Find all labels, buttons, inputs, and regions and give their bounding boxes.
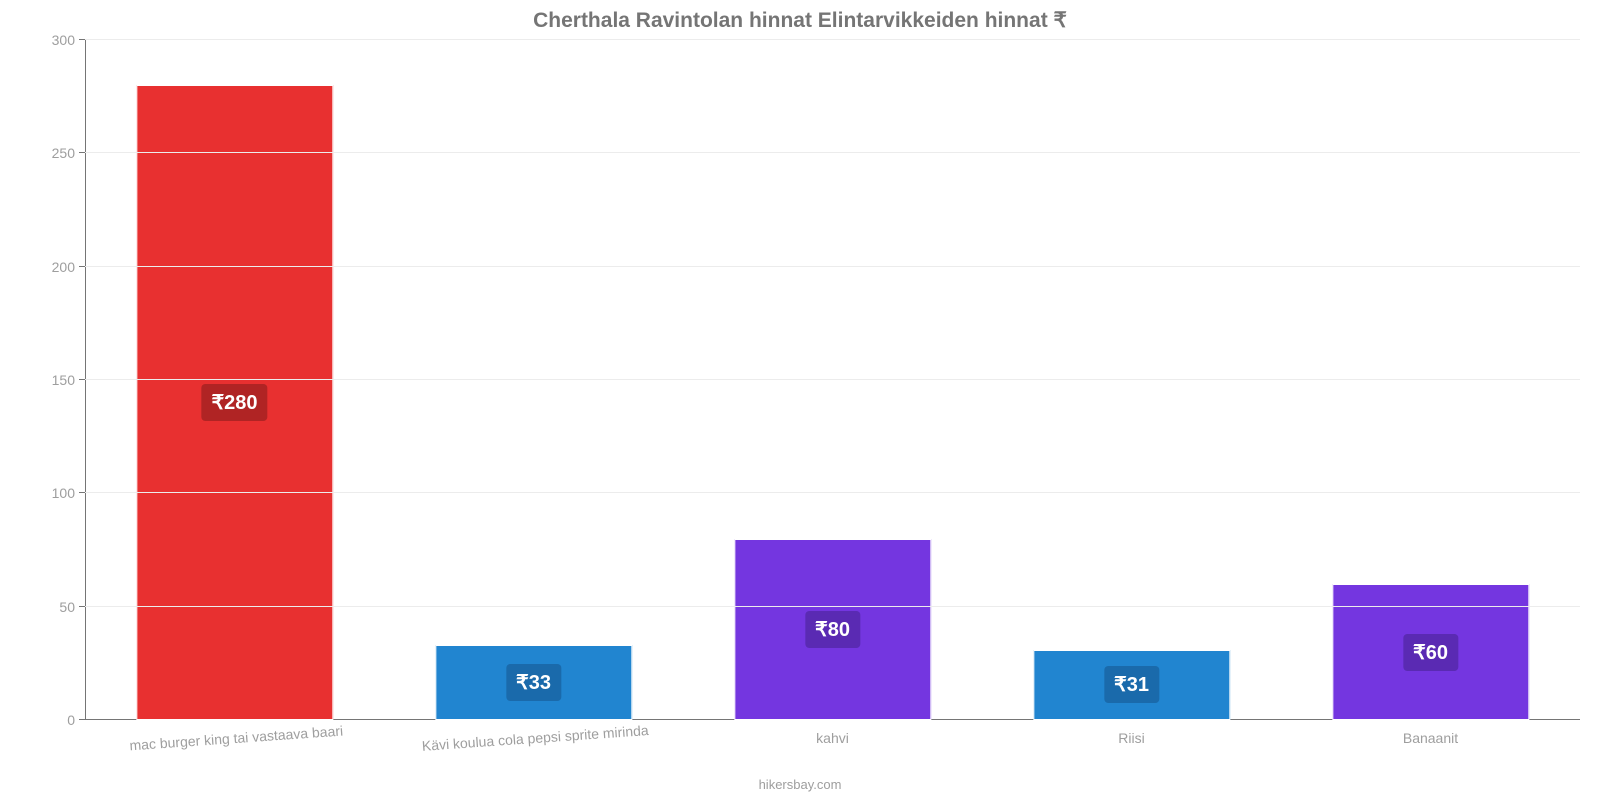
- bar-slot: ₹280mac burger king tai vastaava baari: [85, 40, 384, 720]
- bar: ₹33: [435, 645, 632, 720]
- gridline: [85, 379, 1580, 380]
- bars-container: ₹280mac burger king tai vastaava baari₹3…: [85, 40, 1580, 720]
- x-tick-label: Banaanit: [1403, 720, 1458, 746]
- gridline: [85, 152, 1580, 153]
- y-tick-label: 300: [52, 32, 85, 48]
- y-tick-label: 0: [67, 712, 85, 728]
- bar: ₹60: [1332, 584, 1529, 720]
- y-tick-label: 250: [52, 145, 85, 161]
- credits-text: hikersbay.com: [0, 777, 1600, 792]
- gridline: [85, 39, 1580, 40]
- bar-slot: ₹80kahvi: [683, 40, 982, 720]
- y-tick-label: 100: [52, 485, 85, 501]
- price-bar-chart: Cherthala Ravintolan hinnat Elintarvikke…: [0, 0, 1600, 800]
- gridline: [85, 492, 1580, 493]
- plot-area: ₹280mac burger king tai vastaava baari₹3…: [85, 40, 1580, 720]
- x-tick-label: kahvi: [816, 720, 849, 746]
- x-tick-label: Riisi: [1118, 720, 1144, 746]
- y-tick-label: 50: [59, 599, 85, 615]
- gridline: [85, 266, 1580, 267]
- bar: ₹280: [136, 85, 333, 720]
- bar-value-label: ₹80: [805, 611, 860, 648]
- bar-value-label: ₹33: [506, 664, 561, 701]
- bar-slot: ₹60Banaanit: [1281, 40, 1580, 720]
- bar: ₹80: [734, 539, 931, 720]
- bar-slot: ₹31Riisi: [982, 40, 1281, 720]
- bar-value-label: ₹60: [1403, 634, 1458, 671]
- bar-value-label: ₹31: [1104, 666, 1159, 703]
- y-tick-label: 200: [52, 259, 85, 275]
- bar-value-label: ₹280: [201, 384, 267, 421]
- gridline: [85, 606, 1580, 607]
- chart-title: Cherthala Ravintolan hinnat Elintarvikke…: [0, 0, 1600, 33]
- y-tick-label: 150: [52, 372, 85, 388]
- bar-slot: ₹33Kävi koulua cola pepsi sprite mirinda: [384, 40, 683, 720]
- bar: ₹31: [1033, 650, 1230, 720]
